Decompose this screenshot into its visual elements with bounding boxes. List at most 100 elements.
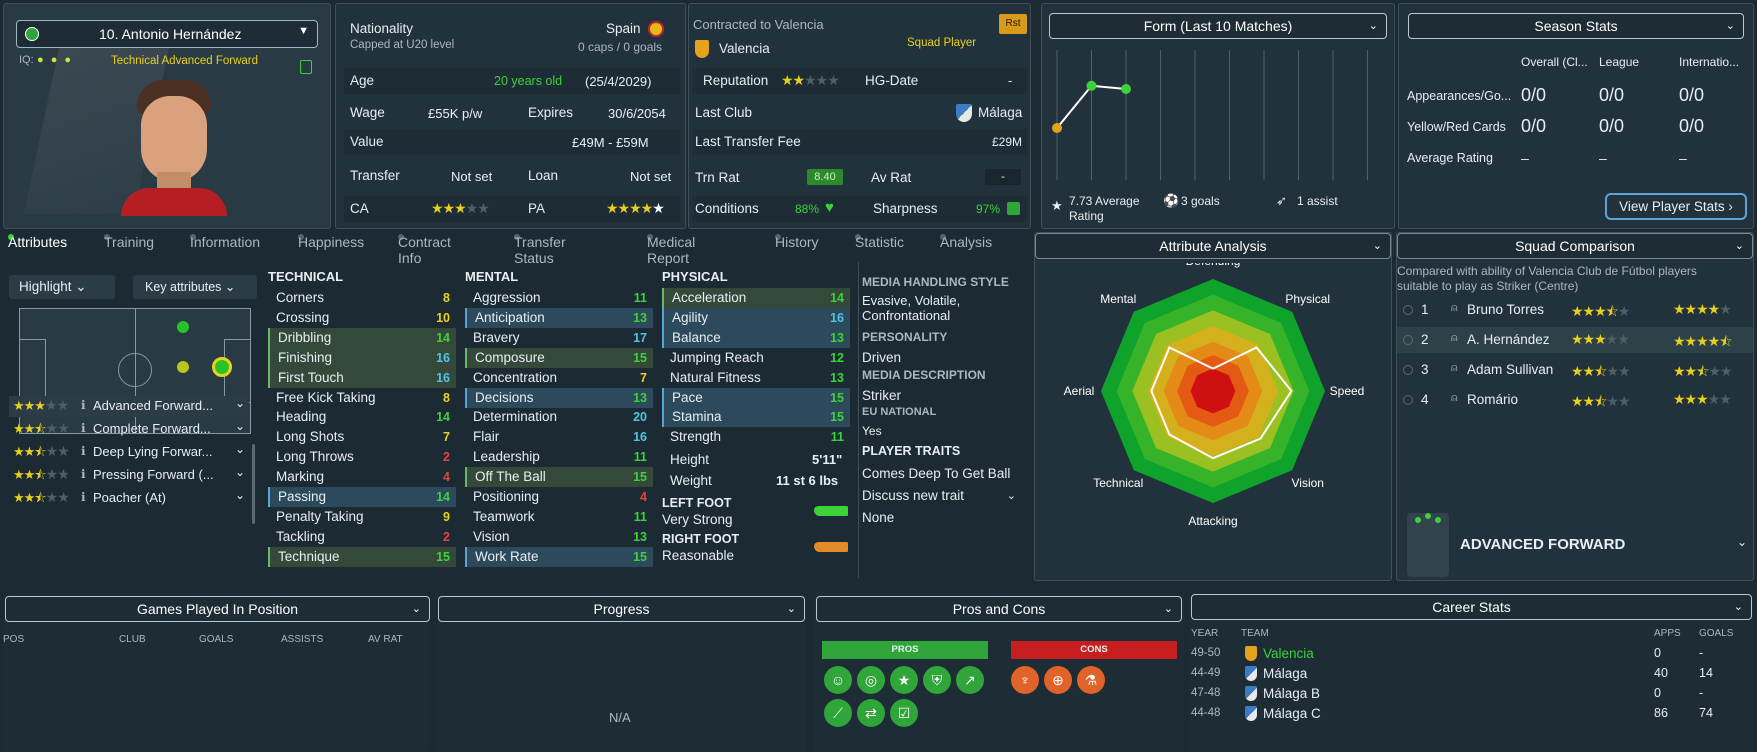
career-team[interactable]: Málaga C	[1263, 706, 1321, 721]
assist-icon: ➶	[1276, 193, 1287, 208]
squad-row[interactable]: 1 ⍝ Bruno Torres ★★★⯪★ ★★★★★	[1397, 297, 1753, 323]
chevron-down-icon[interactable]: ⌄	[234, 419, 245, 433]
conditions-value: 88%	[795, 202, 820, 216]
key-attributes-select[interactable]: Key attributes ⌄	[133, 275, 257, 299]
attribute-name: Long Shots	[276, 429, 345, 445]
info-icon[interactable]: ℹ	[81, 444, 86, 458]
attribute-name: Teamwork	[473, 508, 535, 524]
attribute-row: Agility 16	[662, 307, 850, 328]
attribute-name: Marking	[276, 469, 325, 485]
chevron-down-icon[interactable]: ⌄	[234, 465, 245, 479]
role-item[interactable]: ★★★★★ ℹ Advanced Forward... ⌄	[9, 396, 249, 417]
attribute-row: Penalty Taking 9	[268, 507, 456, 527]
shield-icon[interactable]: ⛨	[923, 666, 951, 694]
conditions-label: Conditions	[695, 201, 759, 216]
view-player-stats-button[interactable]: View Player Stats ›	[1605, 193, 1747, 220]
left-foot-value: Very Strong	[662, 512, 733, 527]
career-team[interactable]: Málaga B	[1263, 686, 1321, 701]
attribute-value: 13	[633, 529, 647, 544]
role-item[interactable]: ★★⯪★★ ℹ Pressing Forward (... ⌄	[9, 465, 249, 486]
games-played-select[interactable]: Games Played In Position ⌄	[5, 596, 430, 622]
info-icon[interactable]: ℹ	[81, 421, 86, 435]
squad-row-marker	[1403, 305, 1413, 315]
media-style-value: Evasive, Volatile, Confrontational	[862, 293, 961, 323]
info-icon[interactable]: ℹ	[81, 490, 86, 504]
chevron-down-icon[interactable]: ⌄	[1737, 535, 1748, 549]
form-point[interactable]	[1121, 84, 1131, 94]
right-foot-label: RIGHT FOOT	[662, 532, 740, 546]
trend-up-icon[interactable]: ↗	[956, 666, 984, 694]
season-cell: 0/0	[1679, 85, 1705, 105]
flask-icon[interactable]: ⚗	[1077, 666, 1105, 694]
season-cell: 0/0	[1599, 85, 1625, 105]
role-item[interactable]: ★★⯪★★ ℹ Poacher (At) ⌄	[9, 488, 249, 509]
handshake-icon[interactable]: ⇄	[857, 699, 885, 727]
attribute-value: 15	[830, 410, 844, 425]
form-panel: Form (Last 10 Matches) ⌄ ★ 7.73 Average …	[1041, 3, 1395, 229]
career-team[interactable]: Valencia	[1263, 646, 1314, 661]
attribute-name: Balance	[672, 329, 721, 345]
squad-pa-stars: ★★★★★	[1673, 301, 1732, 317]
target-icon[interactable]: ◎	[857, 666, 885, 694]
pros-cons-select[interactable]: Pros and Cons ⌄	[816, 596, 1182, 622]
season-select[interactable]: Season Stats ⌄	[1408, 13, 1744, 39]
squad-row[interactable]: 3 ⍝ Adam Sullivan ★★⯪★★ ★★⯪★★	[1397, 357, 1753, 383]
career-row[interactable]: 44-48 Málaga C 86 74	[1189, 704, 1749, 724]
progress-panel: Progress ⌄ N/A	[437, 594, 806, 752]
attribute-value: 14	[830, 291, 844, 305]
gp-col: ASSISTS	[281, 634, 324, 645]
player-name-select[interactable]: 10. Antonio Hernández ▼	[16, 20, 318, 48]
attribute-row: Positioning 4	[465, 487, 653, 507]
squad-player-name[interactable]: Adam Sullivan	[1467, 362, 1554, 377]
career-row[interactable]: 49-50 Valencia 0 -	[1189, 644, 1749, 664]
attribute-name: Natural Fitness	[670, 369, 761, 385]
checklist-icon[interactable]: ☑	[890, 699, 918, 727]
form-point[interactable]	[1052, 123, 1062, 133]
value-row	[344, 129, 680, 155]
chevron-down-icon[interactable]: ⌄	[234, 442, 245, 456]
discuss-trait-select[interactable]: Discuss new trait ⌄	[860, 486, 1020, 506]
form-select[interactable]: Form (Last 10 Matches) ⌄	[1049, 13, 1387, 39]
cond-row	[693, 196, 1027, 222]
eu-heading: EU NATIONAL	[862, 406, 937, 418]
career-row[interactable]: 47-48 Málaga B 0 -	[1189, 684, 1749, 704]
career-select[interactable]: Career Stats ⌄	[1191, 594, 1752, 620]
head-icon[interactable]: ☺	[824, 666, 852, 694]
info-icon[interactable]: ℹ	[81, 467, 86, 481]
attribute-name: Penalty Taking	[276, 508, 364, 524]
clipboard-icon[interactable]	[300, 60, 312, 74]
star-icon[interactable]: ★	[890, 666, 918, 694]
role-item[interactable]: ★★⯪★★ ℹ Deep Lying Forwar... ⌄	[9, 442, 249, 463]
last-club-value[interactable]: Málaga	[978, 105, 1023, 120]
role-scrollbar[interactable]	[252, 444, 255, 524]
attribute-value: 7	[640, 370, 647, 385]
progress-select[interactable]: Progress ⌄	[438, 596, 805, 622]
squad-player-name[interactable]: Bruno Torres	[1467, 302, 1545, 317]
highlight-select[interactable]: Highlight ⌄	[9, 275, 115, 299]
squad-player-name[interactable]: A. Hernández	[1467, 332, 1550, 347]
boot-icon[interactable]: ⟋	[824, 699, 852, 727]
chevron-down-icon[interactable]: ⌄	[234, 396, 245, 410]
chevron-down-icon[interactable]: ⌄	[234, 488, 245, 502]
squad-select[interactable]: Squad Comparison ⌄	[1397, 233, 1753, 259]
role-item[interactable]: ★★⯪★★ ℹ Complete Forward... ⌄	[9, 419, 249, 440]
attribute-value: 15	[633, 470, 647, 485]
career-row[interactable]: 44-49 Málaga 40 14	[1189, 664, 1749, 684]
attribute-row: Anticipation 13	[465, 307, 653, 328]
attribute-name: Acceleration	[672, 290, 747, 305]
pros-cons-panel: Pros and Cons ⌄ PROS CONS ☺ ◎ ★ ⛨ ↗ ⟋ ⇄ …	[814, 594, 1184, 752]
form-point[interactable]	[1086, 80, 1097, 91]
medal-icon[interactable]: ♆	[1011, 666, 1039, 694]
career-team[interactable]: Málaga	[1263, 666, 1308, 681]
squad-row[interactable]: 2 ⍝ A. Hernández ★★★★★ ★★★★⯪	[1397, 327, 1753, 353]
squad-player-name[interactable]: Romário	[1467, 392, 1519, 407]
nation-name[interactable]: Spain	[606, 21, 641, 36]
radar-player-shape	[1150, 346, 1293, 460]
analysis-select[interactable]: Attribute Analysis ⌄	[1035, 233, 1391, 259]
club-name[interactable]: Valencia	[719, 41, 770, 56]
squad-row[interactable]: 4 ⍝ Romário ★★⯪★★ ★★★★★	[1397, 387, 1753, 413]
trn-label: Trn Rat	[695, 170, 740, 185]
star-icon: ★	[1051, 198, 1063, 213]
target-icon[interactable]: ⊕	[1044, 666, 1072, 694]
info-icon[interactable]: ℹ	[81, 398, 86, 412]
